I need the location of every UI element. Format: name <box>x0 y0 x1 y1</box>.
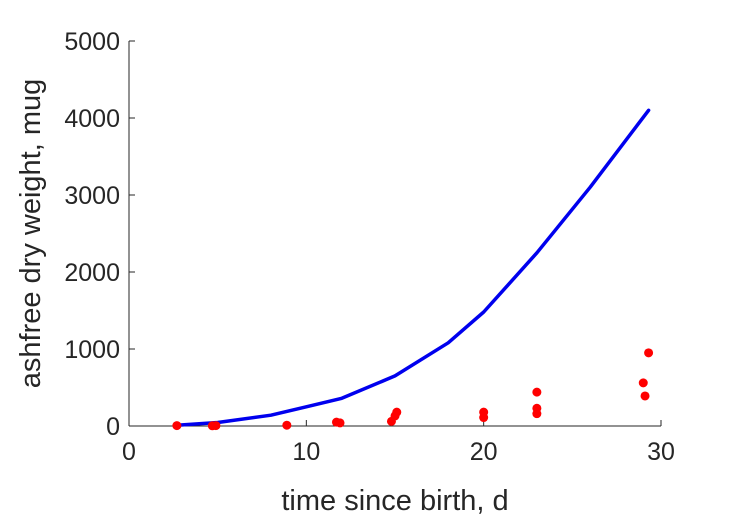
y-tick-label: 0 <box>106 413 120 441</box>
y-tick-label: 1000 <box>64 336 120 364</box>
y-tick-label: 3000 <box>64 182 120 210</box>
y-axis-label: ashfree dry weight, mug <box>15 79 47 388</box>
data-point <box>282 420 292 430</box>
tick-labels: 0 10 20 30 0 1000 2000 3000 4000 5000 <box>64 28 675 466</box>
y-tick-label: 5000 <box>64 28 120 56</box>
y-tick-label: 4000 <box>64 105 120 133</box>
data-point <box>532 387 542 397</box>
series-layer <box>172 108 654 431</box>
x-tick-label: 10 <box>292 438 320 466</box>
model-fit-line <box>175 108 651 427</box>
axes <box>128 40 662 427</box>
data-point <box>644 348 654 358</box>
data-point <box>638 378 648 388</box>
x-tick-label: 0 <box>122 438 136 466</box>
data-point <box>335 418 345 428</box>
data-point <box>532 403 542 413</box>
data-point <box>211 421 221 431</box>
data-point <box>392 407 402 417</box>
x-tick-label: 20 <box>470 438 498 466</box>
y-tick-label: 2000 <box>64 259 120 287</box>
data-point <box>479 407 489 417</box>
x-axis-label: time since birth, d <box>281 485 508 517</box>
x-tick-label: 30 <box>647 438 675 466</box>
data-point <box>640 391 650 401</box>
data-point <box>172 421 182 431</box>
